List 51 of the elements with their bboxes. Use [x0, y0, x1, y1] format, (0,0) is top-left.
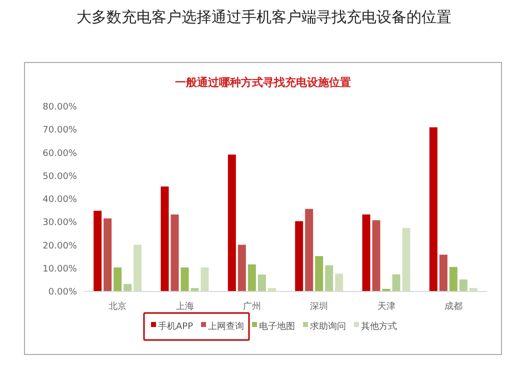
- bar: [134, 244, 142, 291]
- y-tick-label: 60.00%: [42, 148, 78, 159]
- bar: [429, 127, 438, 291]
- bar: [459, 279, 468, 291]
- bar: [104, 218, 112, 291]
- bar: [238, 244, 246, 291]
- legend-label: 手机APP: [158, 321, 194, 332]
- bar: [325, 265, 334, 291]
- y-tick-label: 20.00%: [42, 241, 78, 252]
- y-tick-label: 50.00%: [42, 172, 78, 182]
- chart-subtitle: 一般通过哪种方式寻找充电设施位置: [175, 76, 351, 89]
- bar: [160, 186, 169, 291]
- bar: [362, 214, 370, 291]
- x-tick-label: 深圳: [310, 301, 328, 312]
- bar: [402, 228, 410, 291]
- y-tick-label: 80.00%: [42, 102, 78, 112]
- x-tick-label: 上海: [176, 301, 194, 312]
- bar: [335, 274, 344, 291]
- bar: [469, 288, 478, 291]
- bar: [315, 256, 324, 291]
- legend-label: 其他方式: [361, 321, 398, 332]
- x-tick-label: 天津: [377, 301, 396, 312]
- y-tick-label: 30.00%: [42, 218, 78, 228]
- bar: [449, 266, 458, 291]
- bar: [305, 208, 314, 291]
- y-tick-label: 40.00%: [42, 195, 78, 205]
- bar: [248, 264, 256, 291]
- chart-title: 大多数充电客户选择通过手机客户端寻找充电设备的位置: [76, 8, 452, 26]
- x-tick-label: 北京: [108, 301, 127, 312]
- bar: [258, 274, 266, 291]
- bar: [268, 288, 276, 291]
- bar: [124, 284, 132, 291]
- legend-label: 求助询问: [310, 321, 346, 332]
- bar: [372, 220, 380, 291]
- legend-label: 上网查询: [208, 321, 244, 332]
- bar: [392, 274, 400, 291]
- bar: [114, 267, 122, 291]
- x-tick-label: 广州: [242, 301, 261, 312]
- bar: [295, 221, 304, 291]
- bar: [170, 214, 179, 291]
- y-tick-label: 10.00%: [42, 264, 78, 274]
- y-tick-label: 70.00%: [42, 126, 78, 136]
- bar: [190, 288, 199, 291]
- bar: [180, 267, 189, 291]
- bar: [228, 154, 236, 291]
- bar: [439, 254, 448, 291]
- legend-label: 电子地图: [259, 321, 296, 332]
- y-tick-label: 0.00%: [48, 288, 78, 298]
- x-tick-label: 成都: [444, 301, 462, 312]
- bar: [94, 210, 102, 291]
- bar: [200, 267, 209, 291]
